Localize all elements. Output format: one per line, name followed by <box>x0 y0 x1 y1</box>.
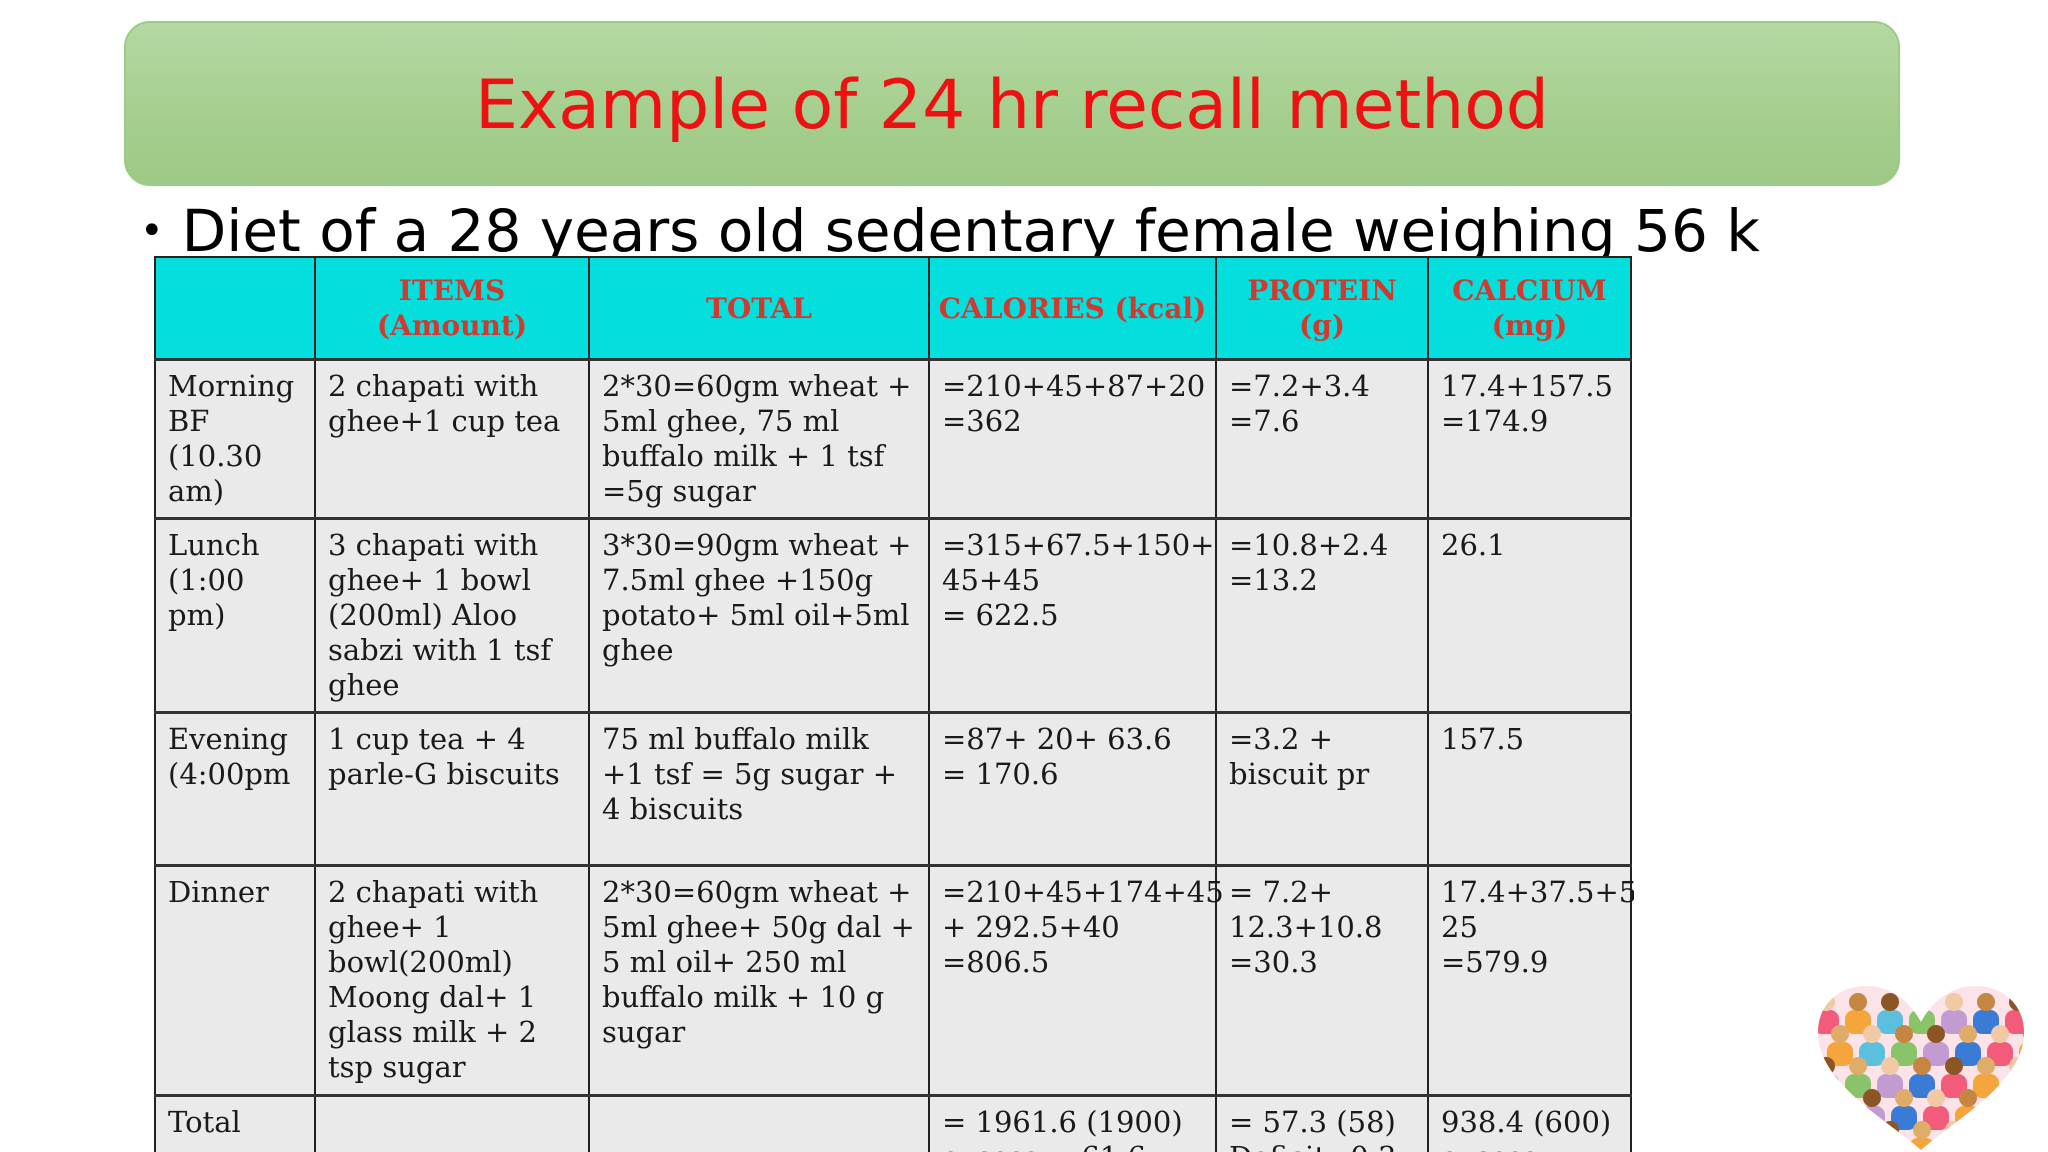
heart-people-icon <box>1818 986 2024 1150</box>
cell-meal: Morning BF (10.30 am) <box>154 358 316 520</box>
cell-calories: =210+45+174+45 + 292.5+40 =806.5 <box>928 864 1224 1097</box>
table-row-morning: Morning BF (10.30 am) 2 chapati with ghe… <box>154 358 1632 520</box>
cell-calcium: 157.5 <box>1427 711 1632 867</box>
table-row-evening: Evening (4:00pm 1 cup tea + 4 parle-G bi… <box>154 711 1632 867</box>
cell-calories: =315+67.5+150+ 45+45 = 622.5 <box>928 517 1217 714</box>
cell-protein: =7.2+3.4 =7.6 <box>1215 358 1429 520</box>
cell-meal: Total <box>154 1094 316 1152</box>
cell-items: 1 cup tea + 4 parle-G biscuits <box>314 711 590 867</box>
cell-calcium: 938.4 (600) excess= <box>1427 1094 1632 1152</box>
table-row-lunch: Lunch (1:00 pm) 3 chapati with ghee+ 1 b… <box>154 517 1632 714</box>
cell-total <box>588 1094 930 1152</box>
cell-protein: = 57.3 (58) Deficit=0.3 <box>1215 1094 1429 1152</box>
cell-items: 2 chapati with ghee+ 1 bowl(200ml) Moong… <box>314 864 590 1097</box>
cell-meal: Dinner <box>154 864 316 1097</box>
diet-recall-table: ITEMS (Amount) TOTAL CALORIES (kcal) PRO… <box>154 256 1634 1152</box>
cell-items: 3 chapati with ghee+ 1 bowl (200ml) Aloo… <box>314 517 590 714</box>
header-calories: CALORIES (kcal) <box>928 256 1217 361</box>
cell-calories: = 1961.6 (1900) excess = 61.6 <box>928 1094 1217 1152</box>
cell-protein: = 7.2+ 12.3+10.8 =30.3 <box>1215 864 1429 1097</box>
bullet-dot-icon: • <box>140 208 164 254</box>
cell-calcium: 26.1 <box>1427 517 1632 714</box>
bullet-point: • Diet of a 28 years old sedentary femal… <box>140 192 1760 262</box>
slide-title: Example of 24 hr recall method <box>475 65 1549 145</box>
title-banner: Example of 24 hr recall method <box>124 21 1900 186</box>
cell-protein: =10.8+2.4 =13.2 <box>1215 517 1429 714</box>
header-calcium: CALCIUM (mg) <box>1427 256 1632 361</box>
cell-meal: Lunch (1:00 pm) <box>154 517 316 714</box>
cell-protein: =3.2 + biscuit pr <box>1215 711 1429 867</box>
cell-items <box>314 1094 590 1152</box>
cell-calories: =87+ 20+ 63.6 = 170.6 <box>928 711 1217 867</box>
cell-items: 2 chapati with ghee+1 cup tea <box>314 358 590 520</box>
header-protein: PROTEIN (g) <box>1215 256 1429 361</box>
cell-total: 2*30=60gm wheat + 5ml ghee+ 50g dal + 5 … <box>588 864 930 1097</box>
cell-total: 3*30=90gm wheat + 7.5ml ghee +150g potat… <box>588 517 930 714</box>
header-total: TOTAL <box>588 256 930 361</box>
table-row-total: Total = 1961.6 (1900) excess = 61.6 = 57… <box>154 1094 1632 1152</box>
header-items: ITEMS (Amount) <box>314 256 590 361</box>
cell-meal: Evening (4:00pm <box>154 711 316 867</box>
cell-calcium: 17.4+157.5 =174.9 <box>1427 358 1632 520</box>
header-meal <box>154 256 316 361</box>
cell-calories: =210+45+87+20 =362 <box>928 358 1217 520</box>
cell-total: 75 ml buffalo milk +1 tsf = 5g sugar + 4… <box>588 711 930 867</box>
diet-table-container: ITEMS (Amount) TOTAL CALORIES (kcal) PRO… <box>154 256 1634 1152</box>
cell-total: 2*30=60gm wheat + 5ml ghee, 75 ml buffal… <box>588 358 930 520</box>
table-row-dinner: Dinner 2 chapati with ghee+ 1 bowl(200ml… <box>154 864 1634 1097</box>
cell-calcium: 17.4+37.5+5 25 =579.9 <box>1427 864 1634 1097</box>
bullet-text: Diet of a 28 years old sedentary female … <box>181 197 1760 262</box>
table-header-row: ITEMS (Amount) TOTAL CALORIES (kcal) PRO… <box>154 256 1632 361</box>
